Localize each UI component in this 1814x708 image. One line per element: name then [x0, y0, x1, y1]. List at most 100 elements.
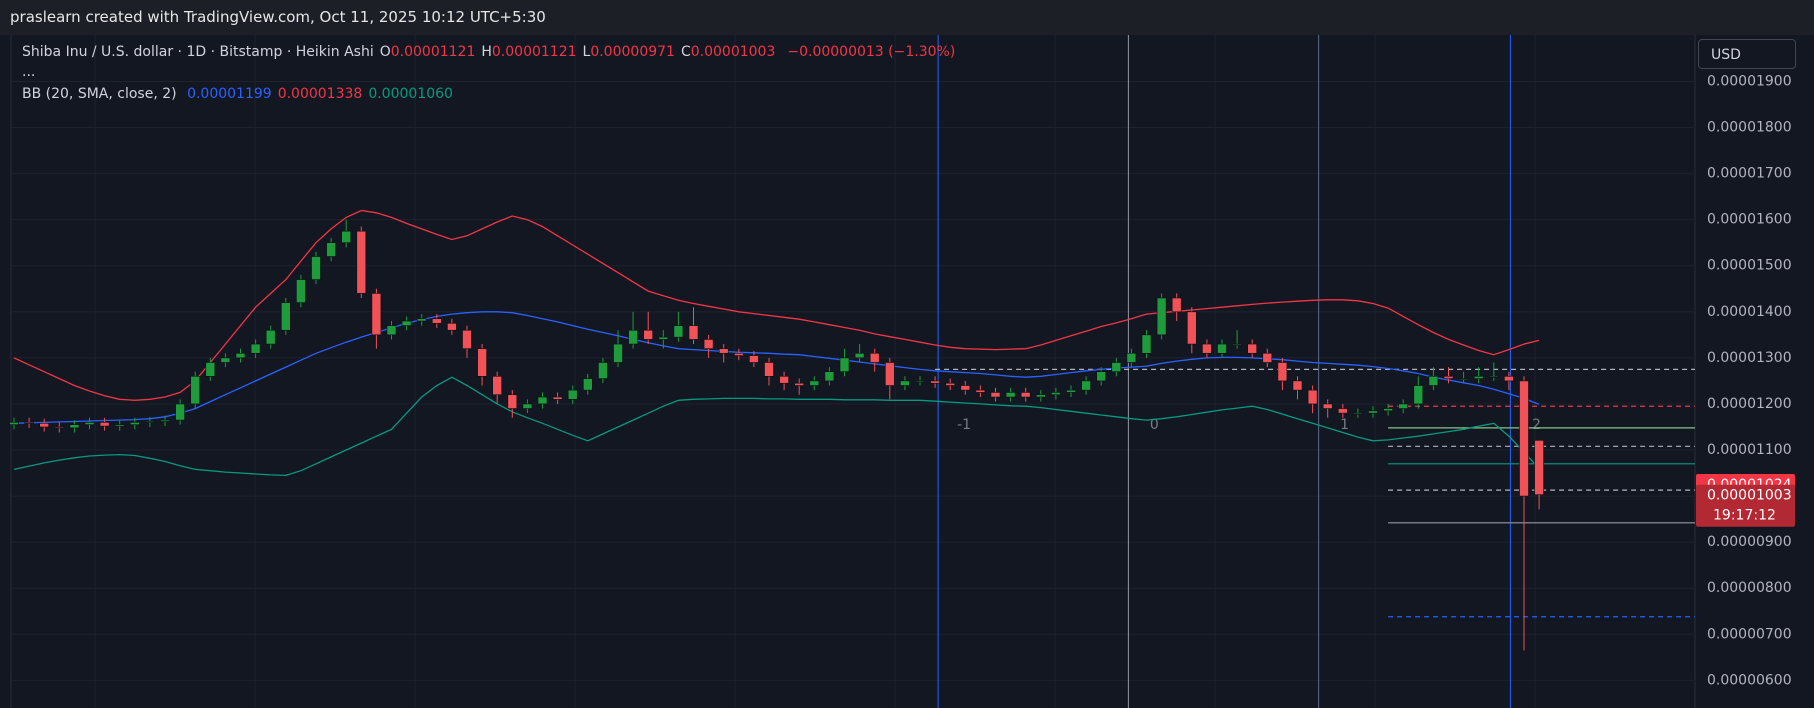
candle-body	[779, 376, 789, 384]
y-tick-label: 0.00001400	[1707, 304, 1792, 320]
candle-body	[1005, 392, 1016, 398]
candle-body	[1368, 410, 1378, 414]
indicator-value: 0.00001338	[277, 86, 363, 102]
indicator-line	[13, 311, 1540, 424]
candle-body	[1156, 297, 1167, 336]
candle-body	[69, 424, 80, 429]
candle-body	[507, 394, 518, 409]
candle-body	[1217, 343, 1227, 354]
y-tick-label: 0.00000800	[1707, 580, 1792, 596]
indicator-line	[13, 209, 1540, 401]
candle-body	[718, 348, 729, 354]
candle-body	[1383, 408, 1393, 412]
watermark: praslearn created with TradingView.com, …	[0, 0, 1814, 35]
candle-body	[371, 293, 382, 336]
candle-body	[1504, 376, 1514, 382]
candle-body	[1353, 412, 1363, 415]
candle-body	[749, 355, 759, 363]
ohlc-value: 0.00001121	[390, 44, 476, 60]
candle-body	[1141, 334, 1152, 354]
ohlc-key: L	[582, 44, 591, 60]
candle-body	[54, 426, 65, 429]
currency-button[interactable]: USD	[1698, 39, 1796, 69]
candle-body	[522, 403, 533, 409]
candle-body	[1126, 352, 1137, 363]
candle-body	[1051, 392, 1061, 396]
candle-body	[1066, 389, 1076, 393]
candle-body	[1247, 343, 1257, 354]
y-tick-label: 0.00001700	[1707, 166, 1792, 182]
candle-body	[401, 320, 412, 326]
candle-body	[1428, 376, 1439, 386]
candle-body	[9, 422, 19, 425]
candle-body	[477, 348, 487, 377]
candle-body	[658, 336, 669, 340]
candle-body	[220, 357, 231, 363]
cycle-label: 1	[1340, 417, 1349, 433]
y-tick-label: 0.00001100	[1707, 442, 1792, 458]
candle-body	[1171, 297, 1182, 313]
candle-body	[582, 378, 593, 391]
candle-body	[764, 362, 774, 377]
candle-body	[1187, 311, 1197, 345]
candle-body	[235, 352, 246, 359]
candle-body	[1534, 440, 1544, 496]
candle-body	[24, 422, 34, 424]
cycle-label: 0	[1150, 417, 1159, 433]
candle-body	[1292, 380, 1303, 391]
ohlc-key: O	[379, 44, 391, 60]
candle-body	[900, 380, 910, 386]
candle-body	[884, 362, 895, 386]
candle-body	[1398, 403, 1408, 409]
indicator-value: 0.00001060	[368, 86, 453, 102]
candle-body	[250, 343, 261, 354]
countdown: 19:17:12	[1713, 508, 1776, 524]
candle-body	[537, 396, 548, 405]
candle-body	[824, 371, 835, 382]
y-tick-label: 0.00000900	[1707, 534, 1792, 550]
candle-body	[703, 339, 714, 349]
candle-body	[673, 325, 684, 338]
candle-body	[960, 385, 971, 391]
candle-body	[839, 357, 850, 372]
candle-body	[975, 389, 986, 393]
y-tick-label: 0.00000600	[1707, 672, 1792, 688]
price-label: 0.00001003	[1707, 488, 1792, 504]
ohlc-key: H	[481, 44, 492, 60]
ohlc-value: 0.00001003	[690, 44, 776, 60]
more[interactable]: ...	[22, 64, 36, 80]
candle-body	[1443, 376, 1454, 379]
candle-body	[552, 396, 563, 400]
candle-body	[1322, 403, 1333, 409]
candle-body	[733, 352, 744, 356]
candle-body	[567, 389, 578, 400]
candle-body	[598, 362, 608, 379]
candle-body	[990, 392, 1001, 398]
candle-body	[1338, 408, 1348, 414]
candle-body	[1232, 343, 1242, 346]
candle-body	[114, 424, 125, 427]
symbol-legend: Shiba Inu / U.S. dollar · 1D · Bitstamp …	[22, 44, 961, 60]
candle-body	[1020, 392, 1031, 398]
candle-body	[930, 380, 940, 384]
ohlc-key: C	[680, 44, 691, 60]
ohlc: O0.00001121 H0.00001121 L0.00000971 C0.0000…	[380, 44, 782, 60]
indicator-label: BB (20, SMA, close, 2)	[22, 86, 177, 102]
cycle-label: -1	[957, 417, 971, 433]
indicator-value: 0.00001199	[187, 86, 272, 102]
candle-body	[160, 419, 170, 422]
candle-body	[326, 242, 336, 257]
ohlc-value: 0.00000971	[590, 44, 675, 60]
candle-body	[280, 302, 291, 331]
candle-body	[175, 403, 185, 421]
candle-body	[130, 422, 140, 425]
candle-body	[1081, 380, 1091, 391]
y-tick-label: 0.00001300	[1707, 350, 1792, 366]
y-tick-label: 0.00001500	[1707, 258, 1792, 274]
candle-body	[39, 422, 50, 428]
candle-body	[84, 422, 95, 425]
candle-body	[794, 382, 805, 386]
candle-body	[809, 380, 820, 386]
